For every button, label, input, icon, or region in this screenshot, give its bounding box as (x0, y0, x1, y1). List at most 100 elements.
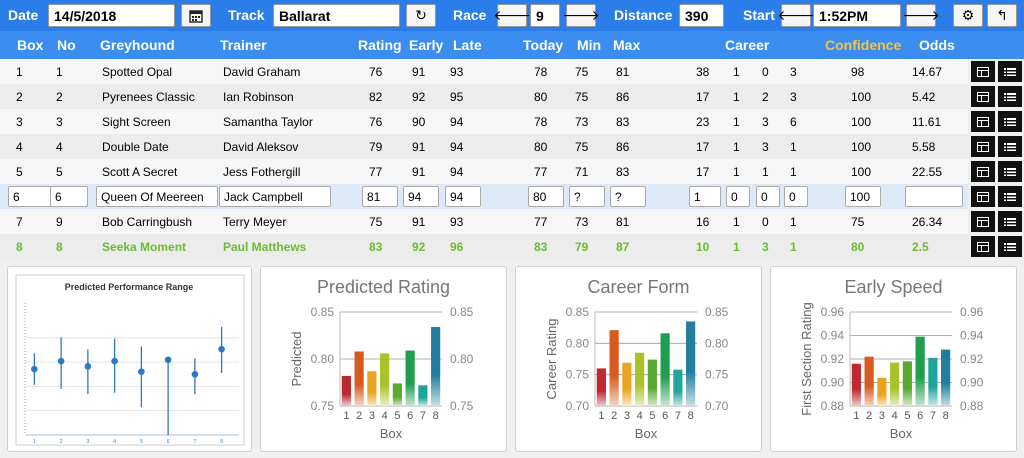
track-field[interactable]: Ballarat (273, 4, 400, 27)
edit-rating-field[interactable]: 81 (362, 186, 398, 207)
y-tick-label: 0.92 (821, 352, 845, 366)
edit-min-field[interactable]: ? (569, 186, 605, 207)
table-row[interactable]: 5 5 Scott A Secret Jess Fothergill 77 91 94 77 7… (0, 159, 968, 184)
refresh-button[interactable]: ↻ (406, 4, 436, 27)
cell-odds: 26.34 (912, 215, 943, 229)
distance-field[interactable]: 390 (679, 4, 724, 27)
table-icon (977, 191, 989, 202)
expand-button[interactable]: ↰ (987, 4, 1017, 27)
edit-early-field[interactable]: 94 (403, 186, 439, 207)
x-tick-label: 7 (675, 410, 681, 422)
details-button[interactable] (998, 136, 1022, 157)
bar-box-8 (431, 327, 441, 406)
form-guide-button[interactable] (971, 211, 995, 232)
table-row[interactable]: 8 8 Seeka Moment Paul Matthews 83 92 96 83 79 87 1… (0, 234, 968, 259)
performance-range-chart: Predicted Performance Range 1 2 3 4 5 6 7 8 (15, 274, 245, 446)
x-tick-label: 8 (688, 410, 694, 422)
col-rating[interactable]: Rating (358, 37, 402, 53)
edit-no-field[interactable]: 6 (50, 186, 88, 207)
details-button[interactable] (998, 111, 1022, 132)
form-guide-button[interactable] (971, 111, 995, 132)
predicted-rating-chart: 0.75 0.75 0.80 0.80 0.85 0.85 1 2 3 4 5 6 7 8 Box Predi… (289, 305, 474, 441)
table-row[interactable]: 3 3 Sight Screen Samantha Taylor 76 90 94 78 73 8… (0, 109, 968, 134)
edit-odds-field[interactable] (905, 186, 963, 207)
col-late[interactable]: Late (453, 37, 482, 53)
form-guide-button[interactable] (971, 186, 995, 207)
x-tick-label: 7 (930, 410, 936, 422)
form-guide-button[interactable] (971, 161, 995, 182)
calendar-button[interactable] (181, 4, 211, 27)
cell-conf: 100 (851, 90, 872, 104)
list-icon (1004, 67, 1016, 76)
details-button[interactable] (998, 86, 1022, 107)
race-field[interactable]: 9 (530, 4, 560, 27)
date-field[interactable]: 14/5/2018 (48, 4, 175, 27)
form-guide-button[interactable] (971, 136, 995, 157)
table-row[interactable]: 4 4 Double Date David Aleksov 79 91 94 80 75 86 17… (0, 134, 968, 159)
bar-box-7 (418, 385, 428, 406)
form-guide-button[interactable] (971, 236, 995, 257)
details-button[interactable] (998, 186, 1022, 207)
form-guide-button[interactable] (971, 61, 995, 82)
edit-max-field[interactable]: ? (610, 186, 646, 207)
col-greyhound[interactable]: Greyhound (100, 37, 175, 53)
col-box[interactable]: Box (17, 37, 44, 53)
race-next-button[interactable]: 🡒 (562, 4, 600, 27)
settings-button[interactable]: ⚙ (953, 4, 983, 27)
col-today[interactable]: Today (523, 37, 564, 53)
y2-tick-label: 0.75 (705, 368, 729, 382)
edit-conf-field[interactable]: 100 (845, 186, 881, 207)
col-confidence[interactable]: Confidence (825, 37, 902, 53)
cell-min: 79 (575, 240, 589, 254)
table-row[interactable]: 1 1 Spotted Opal David Graham 76 91 93 78 75 81 38… (0, 59, 968, 84)
table-row[interactable]: 6 6 Queen Of Meereen Jack Campbell 81 94 94 80?… (0, 184, 968, 209)
cell-late: 93 (450, 215, 464, 229)
chart-frame (15, 274, 245, 446)
details-button[interactable] (998, 61, 1022, 82)
edit-trainer-field[interactable]: Jack Campbell (219, 186, 331, 207)
col-career[interactable]: Career (725, 37, 770, 53)
row-actions (971, 84, 1024, 109)
edit-today-field[interactable]: 80 (528, 186, 564, 207)
edit-c4-field[interactable]: 0 (784, 186, 808, 207)
edit-dog-field[interactable]: Queen Of Meereen (96, 186, 218, 207)
bar-box-7 (928, 357, 938, 406)
cell-early: 90 (412, 115, 426, 129)
cell-box: 7 (16, 215, 23, 229)
y2-tick-label: 0.96 (960, 305, 984, 319)
cell-c3: 0 (762, 65, 769, 79)
col-odds[interactable]: Odds (919, 37, 955, 53)
cell-today: 78 (534, 65, 548, 79)
row-actions (971, 159, 1024, 184)
col-trainer[interactable]: Trainer (220, 37, 267, 53)
details-button[interactable] (998, 236, 1022, 257)
y-tick-label: 0.96 (821, 305, 845, 319)
edit-c3-field[interactable]: 0 (756, 186, 780, 207)
col-no[interactable]: No (57, 37, 76, 53)
arrow-right-icon: 🡒 (902, 7, 940, 23)
details-button[interactable] (998, 161, 1022, 182)
race-prev-button[interactable]: 🡐 (493, 4, 531, 27)
calendar-icon (189, 9, 203, 23)
edit-late-field[interactable]: 94 (445, 186, 481, 207)
form-guide-button[interactable] (971, 86, 995, 107)
col-min[interactable]: Min (577, 37, 602, 53)
cell-no: 1 (56, 65, 63, 79)
edit-c1-field[interactable]: 1 (689, 186, 721, 207)
col-early[interactable]: Early (409, 37, 444, 53)
table-row[interactable]: 7 9 Bob Carringbush Terry Meyer 75 91 93 77 73 81… (0, 209, 968, 234)
track-label: Track (228, 7, 265, 23)
cell-trainer: Terry Meyer (223, 215, 287, 229)
col-max[interactable]: Max (613, 37, 641, 53)
chart-title: Early Speed (844, 277, 943, 297)
start-next-button[interactable]: 🡒 (902, 4, 940, 27)
start-time-field[interactable]: 1:52PM (813, 4, 901, 27)
x-tick-label: 6 (167, 439, 170, 445)
table-icon (977, 116, 989, 127)
y2-tick-label: 0.85 (705, 305, 729, 319)
start-prev-button[interactable]: 🡐 (777, 4, 815, 27)
edit-c2-field[interactable]: 0 (726, 186, 750, 207)
x-tick-label: 2 (60, 439, 63, 445)
details-button[interactable] (998, 211, 1022, 232)
table-row[interactable]: 2 2 Pyrenees Classic Ian Robinson 82 92 95 80 75… (0, 84, 968, 109)
